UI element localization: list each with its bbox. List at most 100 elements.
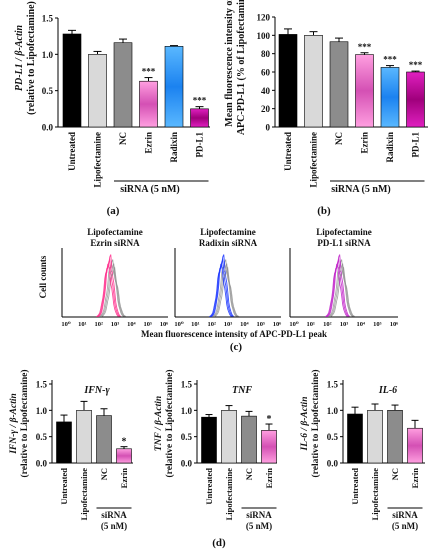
subplot-ylabel: IFN-γ / β-Actin xyxy=(9,393,19,455)
panel-a-ylabel: PD-L1 / β-Actin xyxy=(14,24,25,91)
y-tick-label: 100 xyxy=(257,31,271,41)
group-label-2: (5 nM) xyxy=(246,521,272,531)
y-tick-label: 1.0 xyxy=(327,406,339,416)
x-tick-label: 10⁰ xyxy=(289,321,299,328)
y-tick-label: 0.0 xyxy=(327,459,339,469)
legend-sirna: Radixin siRNA xyxy=(199,238,258,248)
x-tick-label: 10² xyxy=(94,321,103,328)
x-tick-label: 10⁵ xyxy=(143,321,152,328)
x-tick-label: 10⁶ xyxy=(390,321,399,328)
category-label: Ezrin xyxy=(360,132,370,154)
y-tick-label: 1.5 xyxy=(327,380,339,390)
category-label: NC xyxy=(390,468,400,480)
group-label: siRNA xyxy=(392,510,418,520)
x-tick-label: 10² xyxy=(207,321,216,328)
peak-lipofectamine xyxy=(213,263,238,317)
category-label: NC xyxy=(244,468,254,480)
panel-a-letter: (a) xyxy=(107,205,120,217)
category-label: Lipofectamine xyxy=(79,468,89,521)
significance-label: *** xyxy=(358,42,372,52)
category-label: Untreated xyxy=(283,132,293,171)
category-label: Ezrin xyxy=(144,132,154,154)
bar-pd-l1 xyxy=(406,71,425,128)
group-label: siRNA xyxy=(246,510,272,520)
y-tick-label: 20 xyxy=(261,104,271,114)
bar-nc xyxy=(329,41,349,128)
panel-b-ylabel-sub: APC-PD-L1 (% of Lipofectamine) xyxy=(236,0,247,135)
category-label: NC xyxy=(99,468,109,480)
x-tick-label: 10³ xyxy=(340,321,349,328)
peak-lipofectamine xyxy=(214,266,239,317)
x-tick-label: 10⁴ xyxy=(127,321,136,328)
bar-lipofectamine xyxy=(367,410,383,464)
x-tick-label: 10¹ xyxy=(78,321,87,328)
y-tick-label: 1.5 xyxy=(36,380,48,390)
x-tick-label: 10⁶ xyxy=(160,321,169,328)
category-label: Untreated xyxy=(204,468,214,505)
x-tick-label: 10⁶ xyxy=(273,321,282,328)
y-tick-label: 120 xyxy=(257,13,271,23)
x-tick-label: 10³ xyxy=(111,321,120,328)
y-tick-label: 0.5 xyxy=(181,432,193,442)
bar-ezrin xyxy=(116,448,132,464)
subplot-ylabel-sub: (relative to Lipofectamine) xyxy=(164,370,175,478)
significance-label: * xyxy=(267,414,272,425)
significance-label: *** xyxy=(142,67,156,77)
subplot-title: IFN-γ xyxy=(83,385,110,396)
y-tick-label: 60 xyxy=(261,68,271,78)
category-label: Lipofectamine xyxy=(370,468,380,521)
y-tick-label: 0.5 xyxy=(42,86,54,96)
panel-a-chart: 0.0 0.5 1.0 1.5 Untreated Lipofectamine NC *** E… xyxy=(42,14,210,188)
bar-radixin xyxy=(164,46,184,128)
x-tick-label: 10⁵ xyxy=(373,321,382,328)
panel-b-group-label: siRNA (5 nM) xyxy=(331,184,390,195)
subplot-title: TNF xyxy=(232,385,252,396)
significance-label: * xyxy=(122,437,127,448)
category-label: Ezrin xyxy=(410,468,420,489)
peak-lipofectamine xyxy=(100,263,125,317)
bar-ezrin xyxy=(355,54,374,128)
y-tick-label: 0.0 xyxy=(36,459,48,469)
panel-b-chart: 0 20 40 60 80 100 120 Untreated Lipofectamine NC *… xyxy=(257,13,428,188)
category-label: NC xyxy=(118,132,128,145)
category-label: NC xyxy=(334,132,344,145)
category-label: Untreated xyxy=(350,468,360,505)
legend-lipofectamine: Lipofectamine xyxy=(200,227,256,237)
bar-lipofectamine xyxy=(88,54,107,128)
panel-d-chart: IFN-γ / β-Actin (relative to Lipofectamin… xyxy=(9,370,425,531)
x-tick-label: 10⁴ xyxy=(356,321,365,328)
x-tick-label: 10³ xyxy=(224,321,233,328)
peak-lipofectamine xyxy=(329,263,354,317)
panel-b-ylabel: Mean fluorescence intensity of xyxy=(224,0,235,127)
y-tick-label: 80 xyxy=(261,49,271,59)
subplot-il-6: IL-6 / β-Actin (relative to Lipofectamine… xyxy=(300,370,425,531)
x-tick-label: 10⁵ xyxy=(256,321,265,328)
y-tick-label: 0.5 xyxy=(327,432,339,442)
x-tick-label: 10⁰ xyxy=(174,321,184,328)
peak-sirna xyxy=(325,263,348,317)
bar-untreated xyxy=(278,34,298,128)
x-tick-label: 10⁰ xyxy=(61,321,71,328)
peak-sirna xyxy=(96,263,119,317)
y-tick-label: 0 xyxy=(266,123,271,133)
category-label: Lipofectamine xyxy=(309,132,319,188)
peak-sirna xyxy=(209,263,232,317)
x-tick-label: 10⁴ xyxy=(240,321,249,328)
significance-label: *** xyxy=(193,96,207,106)
panel-b: Mean fluorescence intensity of APC-PD-L1… xyxy=(224,0,428,217)
significance-label: *** xyxy=(409,60,423,70)
panel-a-group-label: siRNA (5 nM) xyxy=(120,184,179,195)
bar-untreated xyxy=(347,413,363,464)
panel-b-letter: (b) xyxy=(317,205,331,217)
category-label: Radixin xyxy=(385,132,395,163)
bar-radixin xyxy=(380,67,400,128)
peak-lipofectamine xyxy=(101,266,126,317)
category-label: Ezrin xyxy=(119,468,129,489)
bar-lipofectamine xyxy=(76,410,92,464)
category-label: Ezrin xyxy=(264,468,274,489)
